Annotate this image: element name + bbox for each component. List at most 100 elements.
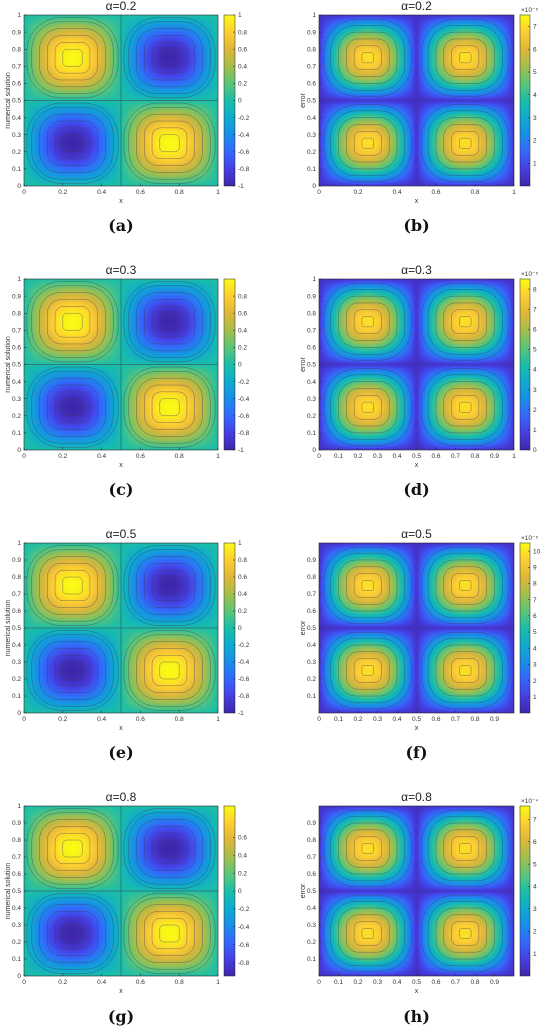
x-tick-label: 0.4: [97, 716, 106, 723]
contour-line: [26, 808, 119, 889]
y-tick-label: 0.1: [12, 430, 21, 437]
contour-line: [330, 289, 406, 355]
contour-line: [47, 120, 98, 166]
heatmap-image: [319, 279, 514, 450]
y-tick-label: 0.4: [307, 115, 316, 122]
contour-line: [39, 377, 106, 437]
y-tick-label: 0.5: [307, 625, 316, 632]
contour-line: [435, 559, 495, 612]
y-tick-label: 0: [17, 183, 21, 190]
y-tick-label: 0.3: [12, 132, 21, 139]
contour-line: [451, 131, 480, 156]
contour-line: [31, 549, 114, 622]
contour-line: [353, 836, 382, 861]
contour-line: [144, 911, 195, 956]
x-axis-label: x: [119, 462, 123, 469]
x-tick-label: 0.4: [97, 189, 106, 196]
contour-line: [62, 924, 83, 943]
contour-line: [136, 556, 203, 615]
colorbar-tick-label: 6: [533, 613, 537, 620]
y-tick-label: 0.8: [12, 310, 21, 317]
colorbar-tick-label: 3: [533, 906, 537, 913]
colorbar-exponent: ×10⁻⁴: [521, 798, 538, 805]
contour-line: [421, 547, 510, 624]
colorbar-tick-label: 4: [533, 645, 537, 652]
contour-line: [459, 665, 472, 676]
contour-line: [47, 911, 98, 956]
contour-line: [435, 117, 495, 170]
contour-line: [346, 388, 390, 427]
contour-line: [47, 563, 98, 608]
contour-line: [323, 19, 412, 97]
x-tick-label: 0.1: [334, 979, 343, 986]
heatmap-image: [319, 806, 514, 976]
contour-line: [136, 904, 203, 963]
y-tick-label: 1: [312, 12, 316, 19]
y-tick-label: 0.9: [12, 820, 21, 827]
panel-label: (f): [405, 743, 427, 762]
contour-line: [128, 107, 211, 180]
contour-line: [128, 812, 211, 885]
contour-line: [62, 576, 83, 595]
contour-line: [39, 641, 106, 700]
contour-line: [353, 395, 382, 420]
panel-label: (d): [403, 480, 429, 499]
y-tick-label: 0.9: [307, 29, 316, 36]
y-tick-label: 0.1: [307, 166, 316, 173]
colorbar-tick-label: -0.8: [238, 430, 250, 437]
contour-line: [330, 552, 406, 619]
colorbar-tick-label: 4: [533, 367, 537, 374]
contour-line: [421, 810, 510, 887]
colorbar-tick-label: 8: [533, 581, 537, 588]
contour-line: [31, 812, 114, 885]
contour-line: [361, 137, 374, 149]
contour-line: [361, 316, 374, 328]
contour-line: [353, 309, 382, 334]
contour-line: [151, 391, 188, 423]
contour-line: [443, 829, 487, 868]
y-tick-label: 0.5: [307, 98, 316, 105]
contour-line: [338, 381, 398, 434]
y-tick-label: 0.3: [12, 396, 21, 403]
colorbar-tick-label: 0.2: [238, 608, 247, 615]
y-tick-label: 0.2: [12, 413, 21, 420]
contour-line: [451, 309, 480, 334]
x-tick-label: 0: [22, 979, 26, 986]
y-tick-label: 0.9: [307, 820, 316, 827]
contour-line: [31, 21, 114, 94]
y-tick-label: 1: [17, 12, 21, 19]
y-tick-label: 0.9: [12, 29, 21, 36]
contour-line: [459, 137, 472, 149]
x-tick-label: 0.9: [490, 453, 499, 460]
contour-line: [451, 921, 480, 946]
contour-line: [338, 559, 398, 612]
x-tick-label: 0.6: [136, 453, 145, 460]
y-tick-label: 0: [312, 183, 316, 190]
subplot-a: α=0.2 0 0.2 0.4 0.6 0.8 1 0 0.1 0.2 0.3 0.4 0.5 0.6 0.…: [5, 0, 250, 235]
x-tick-label: 0: [317, 979, 321, 986]
contour-line: [144, 563, 195, 608]
colorbar-tick-label: 3: [533, 662, 537, 669]
subplot-d: α=0.3 0 0.1 0.2 0.3 0.4 0.5 0.6 0.7 0.8 0.9 1 0 0.1 0.…: [300, 263, 538, 499]
colorbar: [519, 278, 531, 451]
x-tick-label: 0: [317, 189, 321, 196]
colorbar-tick-label: -0.2: [238, 906, 250, 913]
colorbar-tick-label: -0.2: [238, 115, 250, 122]
contour-line: [47, 299, 98, 345]
contour-line: [443, 651, 487, 690]
contour-line: [123, 17, 216, 99]
x-axis-label: x: [119, 988, 123, 995]
colorbar-tick-label: 0.8: [238, 293, 247, 300]
colorbar-exponent: ×10⁻⁵: [521, 7, 538, 14]
x-tick-label: 0: [317, 453, 321, 460]
subplot-title: α=0.8: [401, 790, 432, 804]
subplot-title: α=0.5: [106, 527, 137, 541]
contour-line: [159, 839, 180, 858]
contour-line: [338, 31, 398, 84]
x-tick-label: 0.2: [353, 979, 362, 986]
contour-line: [31, 371, 114, 444]
colorbar-tick-label: 0.8: [238, 557, 247, 564]
contour-line: [144, 384, 195, 430]
colorbar-tick-label: 0.6: [238, 835, 247, 842]
x-tick-label: 0.8: [470, 189, 479, 196]
